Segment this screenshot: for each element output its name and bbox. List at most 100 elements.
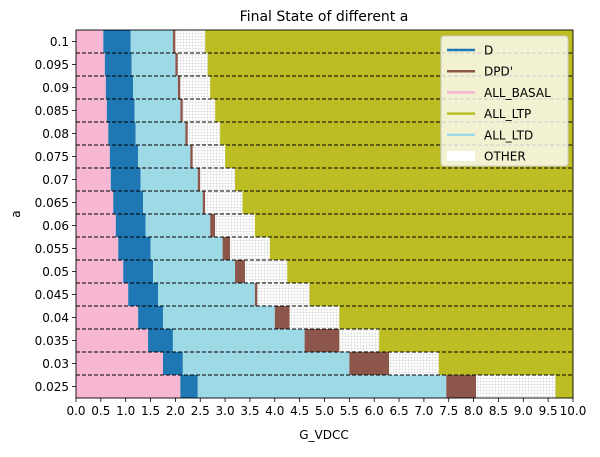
bar-segment-0-09-all-basal bbox=[76, 76, 106, 100]
x-tick-label: 10.0 bbox=[560, 404, 587, 418]
bar-segment-0-055-dpd bbox=[222, 237, 231, 261]
y-tick-label: 0.075 bbox=[35, 150, 69, 164]
bar-segment-0-04-all-ltd bbox=[162, 306, 275, 330]
bar-segment-0-06-all-basal bbox=[76, 214, 116, 238]
bar-segment-0-08-all-ltd bbox=[135, 122, 186, 146]
bar-segment-0-095-all-basal bbox=[76, 53, 105, 77]
y-tick-label: 0.03 bbox=[42, 357, 69, 371]
y-tick-label: 0.035 bbox=[35, 334, 69, 348]
bar-segment-0-055-all-basal bbox=[76, 237, 119, 261]
legend: D DPD' ALL_BASAL ALL_LTP ALL_LTD OTHER bbox=[440, 35, 569, 167]
x-tick-label: 9.5 bbox=[539, 404, 558, 418]
chart-title: Final State of different a bbox=[240, 9, 409, 25]
bar-segment-0-065-other bbox=[205, 191, 243, 215]
bar-segment-0-1-all-basal bbox=[76, 30, 104, 54]
bar-segment-0-06-all-ltp bbox=[254, 214, 573, 238]
bar-segment-0-045-all-ltp bbox=[309, 283, 573, 307]
bar-segment-0-05-all-ltd bbox=[153, 260, 236, 284]
bar-segment-0-085-d bbox=[106, 99, 135, 123]
bar-segment-0-1-all-ltd bbox=[130, 30, 173, 54]
bar-segment-0-055-other bbox=[230, 237, 270, 261]
bar-segment-0-08-dpd bbox=[185, 122, 188, 146]
bar-segment-0-07-dpd bbox=[197, 168, 201, 192]
y-tick-label: 0.055 bbox=[35, 242, 69, 256]
bar-segment-0-03-all-ltp bbox=[438, 352, 573, 376]
bar-segment-0-09-d bbox=[105, 76, 134, 100]
bar-segment-0-03-dpd bbox=[349, 352, 390, 376]
bar-segment-0-06-d bbox=[115, 214, 146, 238]
bar-segment-0-085-other bbox=[182, 99, 216, 123]
bar-segment-0-065-d bbox=[113, 191, 144, 215]
x-tick-label: 3.0 bbox=[216, 404, 235, 418]
bar-segment-0-07-other bbox=[200, 168, 236, 192]
bar-segment-0-1-dpd bbox=[172, 30, 176, 54]
bar-segment-0-07-all-ltp bbox=[235, 168, 573, 192]
legend-label-other: OTHER bbox=[484, 150, 526, 164]
x-tick-label: 0.0 bbox=[66, 404, 85, 418]
bar-segment-0-03-all-basal bbox=[76, 352, 163, 376]
bar-segment-0-025-other bbox=[476, 375, 556, 398]
bar-segment-0-055-all-ltd bbox=[150, 237, 223, 261]
bar-segment-0-075-other bbox=[192, 145, 226, 169]
bar-segment-0-06-all-ltd bbox=[145, 214, 211, 238]
bar-segment-0-05-all-basal bbox=[76, 260, 124, 284]
bar-segment-0-025-all-basal bbox=[76, 375, 181, 398]
y-tick-label: 0.05 bbox=[42, 265, 69, 279]
x-tick-label: 5.0 bbox=[315, 404, 334, 418]
bar-segment-0-095-d bbox=[104, 53, 132, 77]
y-tick-label: 0.045 bbox=[35, 288, 69, 302]
x-tick-label: 3.5 bbox=[240, 404, 259, 418]
x-tick-label: 8.0 bbox=[464, 404, 483, 418]
legend-label-all-ltp: ALL_LTP bbox=[484, 107, 531, 121]
bar-segment-0-06-other bbox=[215, 214, 255, 238]
bar-segment-0-03-other bbox=[389, 352, 439, 376]
y-tick-label: 0.065 bbox=[35, 196, 69, 210]
y-tick-label: 0.1 bbox=[50, 35, 69, 49]
x-axis: 0.0 0.5 1.0 1.5 2.0 2.5 3.0 3.5 4.0 4.5 5.0 5.5 6.0 6… bbox=[66, 398, 586, 418]
bar-segment-0-045-all-ltd bbox=[158, 283, 255, 307]
bar-segment-0-035-d bbox=[148, 329, 173, 353]
bar-segment-0-09-dpd bbox=[177, 76, 181, 100]
x-tick-label: 0.5 bbox=[91, 404, 110, 418]
bar-segment-0-055-d bbox=[118, 237, 151, 261]
y-tick-label: 0.04 bbox=[42, 311, 69, 325]
bar-segment-0-08-other bbox=[187, 122, 221, 146]
bar-segment-0-09-other bbox=[180, 76, 211, 100]
bar-segment-0-085-all-basal bbox=[76, 99, 107, 123]
bar-segment-0-075-all-ltd bbox=[138, 145, 191, 169]
bar-segment-0-035-all-basal bbox=[76, 329, 149, 353]
bar-segment-0-07-d bbox=[110, 168, 141, 192]
bar-segment-0-075-dpd bbox=[190, 145, 193, 169]
y-tick-label: 0.07 bbox=[42, 173, 69, 187]
bar-segment-0-05-dpd bbox=[235, 260, 245, 284]
bar-segment-0-05-d bbox=[123, 260, 154, 284]
bar-segment-0-035-all-ltd bbox=[172, 329, 305, 353]
y-tick-label: 0.095 bbox=[35, 58, 69, 72]
bar-segment-0-05-all-ltp bbox=[287, 260, 573, 284]
bar-segment-0-045-d bbox=[128, 283, 159, 307]
bar-segment-0-025-all-ltp bbox=[555, 375, 573, 398]
bar-segment-0-04-other bbox=[289, 306, 340, 330]
bar-segment-0-09-all-ltd bbox=[133, 76, 178, 100]
x-tick-label: 6.0 bbox=[365, 404, 384, 418]
bar-segment-0-08-all-basal bbox=[76, 122, 109, 146]
bar-segment-0-085-dpd bbox=[180, 99, 183, 123]
bar-segment-0-085-all-ltd bbox=[134, 99, 181, 123]
bar-segment-0-045-other bbox=[257, 283, 310, 307]
y-axis-label: a bbox=[9, 210, 23, 217]
bar-segment-0-04-dpd bbox=[274, 306, 290, 330]
legend-swatch-other bbox=[447, 151, 475, 161]
bar-segment-0-025-all-ltd bbox=[197, 375, 447, 398]
bar-segment-0-04-d bbox=[138, 306, 163, 330]
x-tick-label: 6.5 bbox=[390, 404, 409, 418]
bar-segment-0-07-all-basal bbox=[76, 168, 111, 192]
bar-segment-0-045-all-basal bbox=[76, 283, 129, 307]
y-tick-label: 0.08 bbox=[42, 127, 69, 141]
x-axis-label: G_VDCC bbox=[299, 428, 349, 442]
x-tick-label: 7.0 bbox=[414, 404, 433, 418]
bar-segment-0-025-dpd bbox=[446, 375, 477, 398]
x-tick-label: 1.0 bbox=[116, 404, 135, 418]
x-tick-label: 7.5 bbox=[439, 404, 458, 418]
bar-segment-0-075-d bbox=[109, 145, 139, 169]
